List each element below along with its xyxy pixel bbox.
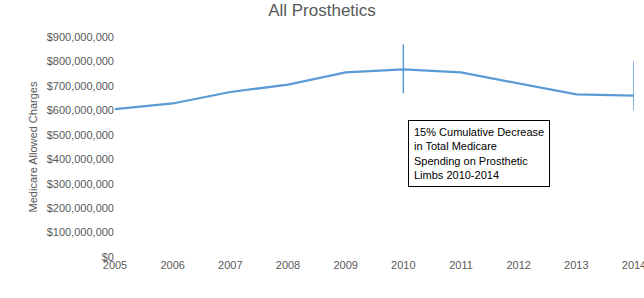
svg-text:2006: 2006	[160, 259, 184, 271]
svg-text:$800,000,000: $800,000,000	[47, 55, 114, 67]
svg-text:2014: 2014	[622, 259, 644, 271]
svg-text:$900,000,000: $900,000,000	[47, 31, 114, 43]
svg-text:2008: 2008	[276, 259, 300, 271]
svg-text:$400,000,000: $400,000,000	[47, 153, 114, 165]
svg-text:$500,000,000: $500,000,000	[47, 129, 114, 141]
svg-text:$300,000,000: $300,000,000	[47, 178, 114, 190]
svg-text:2013: 2013	[564, 259, 588, 271]
svg-text:15% Cumulative Decreasein Tota: 15% Cumulative Decreasein Total Medicare…	[414, 126, 544, 181]
svg-text:2005: 2005	[103, 259, 127, 271]
svg-text:$200,000,000: $200,000,000	[47, 202, 114, 214]
svg-text:Medicare Allowed Charges: Medicare Allowed Charges	[27, 81, 39, 212]
svg-text:All Prosthetics: All Prosthetics	[268, 1, 376, 20]
svg-text:2009: 2009	[333, 259, 357, 271]
svg-text:2012: 2012	[506, 259, 530, 271]
svg-text:2007: 2007	[218, 259, 242, 271]
svg-text:2010: 2010	[391, 259, 415, 271]
svg-text:$700,000,000: $700,000,000	[47, 80, 114, 92]
svg-text:$600,000,000: $600,000,000	[47, 104, 114, 116]
svg-text:$0: $0	[102, 251, 114, 263]
svg-text:$100,000,000: $100,000,000	[47, 226, 114, 238]
svg-text:2011: 2011	[449, 259, 473, 271]
